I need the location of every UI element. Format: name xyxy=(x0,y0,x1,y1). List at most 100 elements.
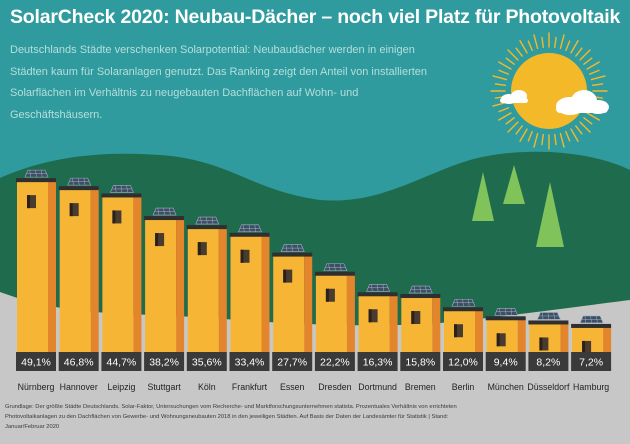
data-label-bg xyxy=(144,352,185,371)
sun-ray xyxy=(498,112,512,121)
x-tick-label: Dresden xyxy=(318,382,351,392)
x-tick-label: Stuttgart xyxy=(147,382,181,392)
data-label-bg xyxy=(58,352,99,371)
sun-ray xyxy=(570,128,579,142)
x-tick-label: Frankfurt xyxy=(232,382,268,392)
source-note: Grundlage: Der größte Städte Deutschland… xyxy=(5,404,457,430)
sun-rays xyxy=(490,32,608,150)
window xyxy=(69,203,79,217)
sun-ray xyxy=(498,61,512,70)
data-label-bg xyxy=(571,352,612,371)
sun-ray xyxy=(590,75,606,81)
category-labels: Nürnberg Hannover Leipzig Stuttgart Köln Fran… xyxy=(18,382,610,392)
x-tick-label: Bremen xyxy=(405,382,436,392)
sun-ray xyxy=(579,121,591,133)
data-label-bg xyxy=(314,352,355,371)
bar xyxy=(571,315,612,354)
data-label-bg xyxy=(528,352,569,371)
window xyxy=(411,311,421,325)
sun-ray xyxy=(515,125,523,135)
cloud-icon xyxy=(556,90,609,115)
chart-title: SolarCheck 2020: Neubau-Dächer – noch vi… xyxy=(10,6,621,28)
sun-ray xyxy=(559,34,565,50)
sun-ray xyxy=(519,128,528,142)
data-label: 9,4% xyxy=(494,357,518,369)
window xyxy=(155,233,165,247)
bar xyxy=(357,283,398,352)
sun-ray xyxy=(505,117,515,125)
data-label-bg xyxy=(229,352,270,371)
sun-ray xyxy=(515,47,523,57)
sun-ray xyxy=(559,132,565,148)
sun-ray xyxy=(498,69,510,75)
window xyxy=(283,269,293,283)
data-label: 33,4% xyxy=(235,357,265,369)
bar xyxy=(272,244,313,352)
window xyxy=(112,210,122,224)
sun-ray xyxy=(492,75,508,81)
sun-ray xyxy=(507,121,519,133)
data-label: 35,6% xyxy=(192,357,222,369)
data-label: 46,8% xyxy=(64,357,94,369)
bar xyxy=(58,177,99,352)
sun-ray xyxy=(586,61,600,70)
x-tick-label: Hamburg xyxy=(573,382,609,392)
bar xyxy=(528,312,569,352)
sun-ray xyxy=(519,40,528,54)
bar xyxy=(144,207,185,352)
x-tick-label: Hannover xyxy=(60,382,98,392)
data-label-bg xyxy=(101,352,142,371)
data-label-bg xyxy=(400,352,441,371)
data-label: 15,8% xyxy=(405,357,435,369)
sun-ray xyxy=(579,49,591,61)
tree-icons xyxy=(472,165,564,247)
sun-ray xyxy=(575,125,583,135)
sun-ray xyxy=(533,132,539,148)
data-label: 8,2% xyxy=(536,357,560,369)
bar xyxy=(400,285,441,352)
value-labels: 49,1% 46,8% 44,7% 38,2% 35,6% 33,4% 27,7% 22,2%… xyxy=(16,352,612,371)
data-label: 38,2% xyxy=(149,357,179,369)
data-label: 49,1% xyxy=(21,357,51,369)
window xyxy=(454,324,463,338)
bar xyxy=(186,216,227,352)
sun-ray xyxy=(565,130,571,142)
bar xyxy=(16,169,56,352)
sun-ray xyxy=(554,36,557,49)
x-tick-label: Köln xyxy=(198,382,216,392)
sun-ray xyxy=(583,117,593,125)
data-label: 7,2% xyxy=(579,357,603,369)
window xyxy=(240,249,250,263)
data-label-bg xyxy=(443,352,483,371)
sun-ray xyxy=(586,112,600,121)
data-label-bg xyxy=(272,352,313,371)
data-label-bg xyxy=(357,352,398,371)
bar xyxy=(314,263,355,352)
sun-ray xyxy=(494,83,507,86)
sun-ray xyxy=(591,83,604,86)
sun-ray xyxy=(570,40,579,54)
bar xyxy=(443,298,483,352)
sun-ray xyxy=(498,107,510,113)
bar xyxy=(485,307,526,352)
x-tick-label: Essen xyxy=(280,382,305,392)
x-tick-label: Düsseldorf xyxy=(527,382,570,392)
window xyxy=(197,242,207,256)
data-label-bg xyxy=(485,352,526,371)
window xyxy=(539,337,549,351)
x-tick-label: Berlin xyxy=(452,382,475,392)
data-label-bg xyxy=(186,352,227,371)
sun-ray xyxy=(527,40,533,52)
chart-subtitle: Deutschlands Städte verschenken Solarpot… xyxy=(10,44,428,121)
data-label: 16,3% xyxy=(363,357,393,369)
bars xyxy=(16,169,612,354)
sun-ray xyxy=(527,130,533,142)
x-tick-label: Nürnberg xyxy=(18,382,55,392)
sun-ray xyxy=(541,36,544,49)
data-label: 12,0% xyxy=(448,357,478,369)
data-label: 27,7% xyxy=(277,357,307,369)
x-tick-label: München xyxy=(488,382,524,392)
data-label: 22,2% xyxy=(320,357,350,369)
